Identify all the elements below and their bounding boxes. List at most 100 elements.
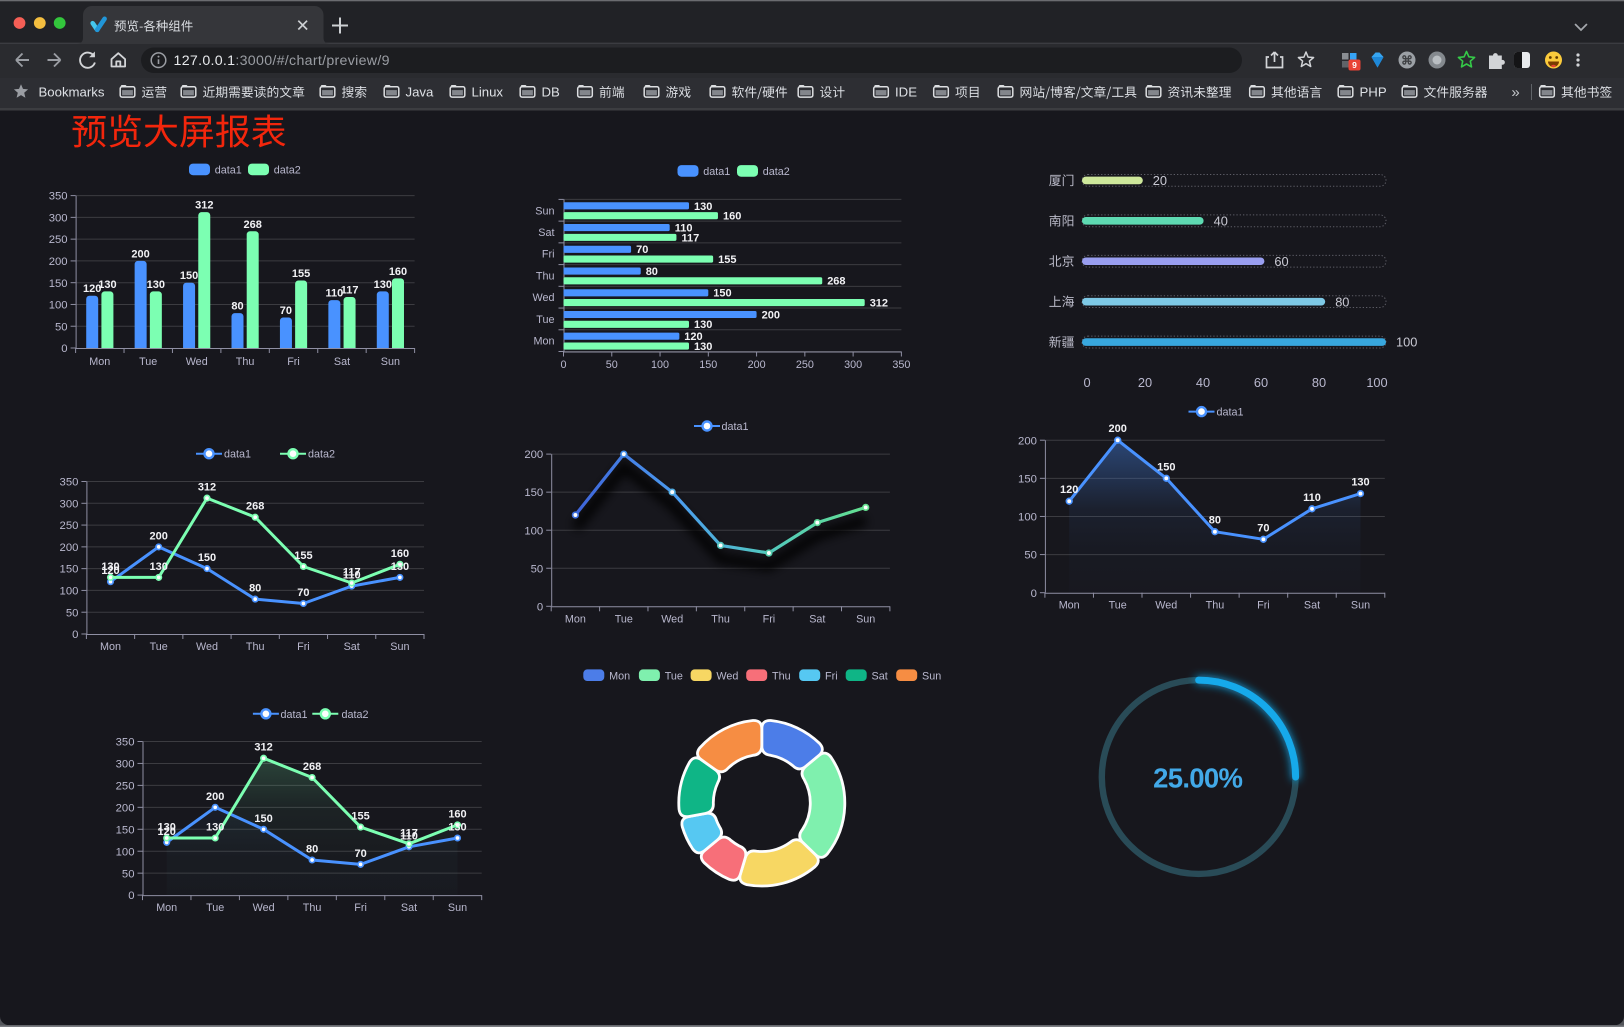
svg-text:40: 40 [1214, 213, 1228, 228]
svg-text:312: 312 [198, 482, 216, 494]
svg-text:268: 268 [303, 761, 321, 773]
svg-text:40: 40 [1196, 375, 1210, 390]
svg-text:150: 150 [116, 824, 135, 836]
svg-text:200: 200 [116, 802, 135, 814]
svg-text:50: 50 [531, 563, 544, 575]
svg-text:100: 100 [49, 300, 68, 312]
svg-text:150: 150 [1018, 473, 1037, 485]
svg-text:117: 117 [400, 827, 418, 839]
svg-text:100: 100 [651, 359, 669, 371]
svg-text:Mon: Mon [1059, 600, 1080, 612]
svg-text:150: 150 [180, 270, 198, 282]
svg-text:155: 155 [351, 811, 369, 823]
svg-text:155: 155 [292, 268, 310, 280]
svg-text:200: 200 [60, 542, 79, 554]
svg-text:120: 120 [83, 283, 101, 295]
svg-text:160: 160 [389, 266, 407, 278]
svg-text:268: 268 [246, 501, 264, 513]
svg-text:250: 250 [796, 359, 814, 371]
svg-text:Wed: Wed [1155, 600, 1177, 612]
svg-text:70: 70 [636, 244, 648, 256]
svg-text:data2: data2 [308, 449, 335, 461]
svg-text:Fri: Fri [354, 902, 367, 914]
svg-text:80: 80 [231, 301, 243, 313]
svg-text:80: 80 [646, 266, 658, 278]
svg-text:200: 200 [206, 791, 224, 803]
svg-text:300: 300 [60, 498, 79, 510]
svg-text:70: 70 [280, 305, 292, 317]
svg-text:Tue: Tue [615, 613, 633, 625]
svg-text:20: 20 [1138, 375, 1152, 390]
svg-text:250: 250 [116, 781, 135, 793]
svg-text:150: 150 [254, 813, 272, 825]
svg-text:Sun: Sun [381, 356, 400, 368]
svg-text:80: 80 [306, 844, 318, 856]
svg-text:50: 50 [606, 359, 618, 371]
svg-text:Fri: Fri [825, 670, 838, 682]
svg-text:80: 80 [249, 583, 261, 595]
svg-text:100: 100 [1366, 375, 1387, 390]
svg-text:Fri: Fri [542, 249, 555, 261]
svg-text:155: 155 [718, 254, 736, 266]
svg-text:120: 120 [101, 565, 119, 577]
svg-text:100: 100 [524, 525, 543, 537]
svg-text:Thu: Thu [711, 613, 730, 625]
svg-text:150: 150 [524, 487, 543, 499]
svg-text:200: 200 [150, 530, 168, 542]
svg-text:Sun: Sun [390, 641, 409, 653]
svg-text:Fri: Fri [287, 356, 300, 368]
svg-text:Sun: Sun [535, 205, 554, 217]
svg-text:130: 130 [147, 279, 165, 291]
svg-text:60: 60 [1254, 375, 1268, 390]
svg-text:Sun: Sun [1351, 600, 1370, 612]
svg-text:data2: data2 [342, 709, 369, 721]
svg-text:Wed: Wed [661, 613, 683, 625]
svg-text:Sun: Sun [856, 613, 875, 625]
svg-text:0: 0 [1083, 375, 1090, 390]
svg-text:200: 200 [524, 449, 543, 461]
svg-text:Thu: Thu [246, 641, 265, 653]
svg-text:Sat: Sat [1304, 600, 1320, 612]
svg-text:data1: data1 [224, 449, 251, 461]
svg-text:Wed: Wed [186, 356, 208, 368]
svg-text:Sat: Sat [344, 641, 360, 653]
svg-text:Bookmarks: Bookmarks [39, 85, 105, 100]
svg-text:Thu: Thu [303, 902, 322, 914]
svg-text:155: 155 [294, 550, 312, 562]
svg-text:Tue: Tue [665, 670, 683, 682]
svg-text:80: 80 [1209, 515, 1221, 527]
svg-text:130: 130 [694, 201, 712, 213]
svg-text:200: 200 [1018, 435, 1037, 447]
svg-text:350: 350 [60, 477, 79, 489]
svg-text:»: » [1511, 84, 1519, 101]
svg-text:Thu: Thu [536, 271, 555, 283]
svg-text:130: 130 [391, 561, 409, 573]
svg-text:100: 100 [60, 586, 79, 598]
svg-text:Sat: Sat [401, 902, 417, 914]
svg-text:Tue: Tue [139, 356, 157, 368]
svg-text:20: 20 [1153, 173, 1167, 188]
svg-text:300: 300 [49, 213, 68, 225]
svg-text:130: 130 [448, 822, 466, 834]
svg-text:Mon: Mon [533, 336, 554, 348]
svg-text:Sun: Sun [448, 902, 467, 914]
svg-text:120: 120 [684, 331, 702, 343]
svg-text:110: 110 [326, 288, 344, 300]
svg-text:70: 70 [297, 587, 309, 599]
svg-text:150: 150 [60, 564, 79, 576]
svg-text:312: 312 [870, 298, 888, 310]
svg-text:0: 0 [72, 629, 78, 641]
svg-text:Wed: Wed [196, 641, 218, 653]
svg-text:80: 80 [1312, 375, 1326, 390]
svg-text:200: 200 [762, 309, 780, 321]
svg-text:Mon: Mon [609, 670, 630, 682]
svg-text:50: 50 [55, 321, 68, 333]
svg-text:100: 100 [1396, 335, 1417, 350]
svg-text:268: 268 [827, 276, 845, 288]
svg-text:Tue: Tue [536, 314, 554, 326]
svg-text:150: 150 [713, 288, 731, 300]
svg-text:Wed: Wed [532, 292, 554, 304]
svg-text:Mon: Mon [100, 641, 121, 653]
svg-text:data1: data1 [281, 709, 308, 721]
svg-text:110: 110 [1303, 492, 1321, 504]
